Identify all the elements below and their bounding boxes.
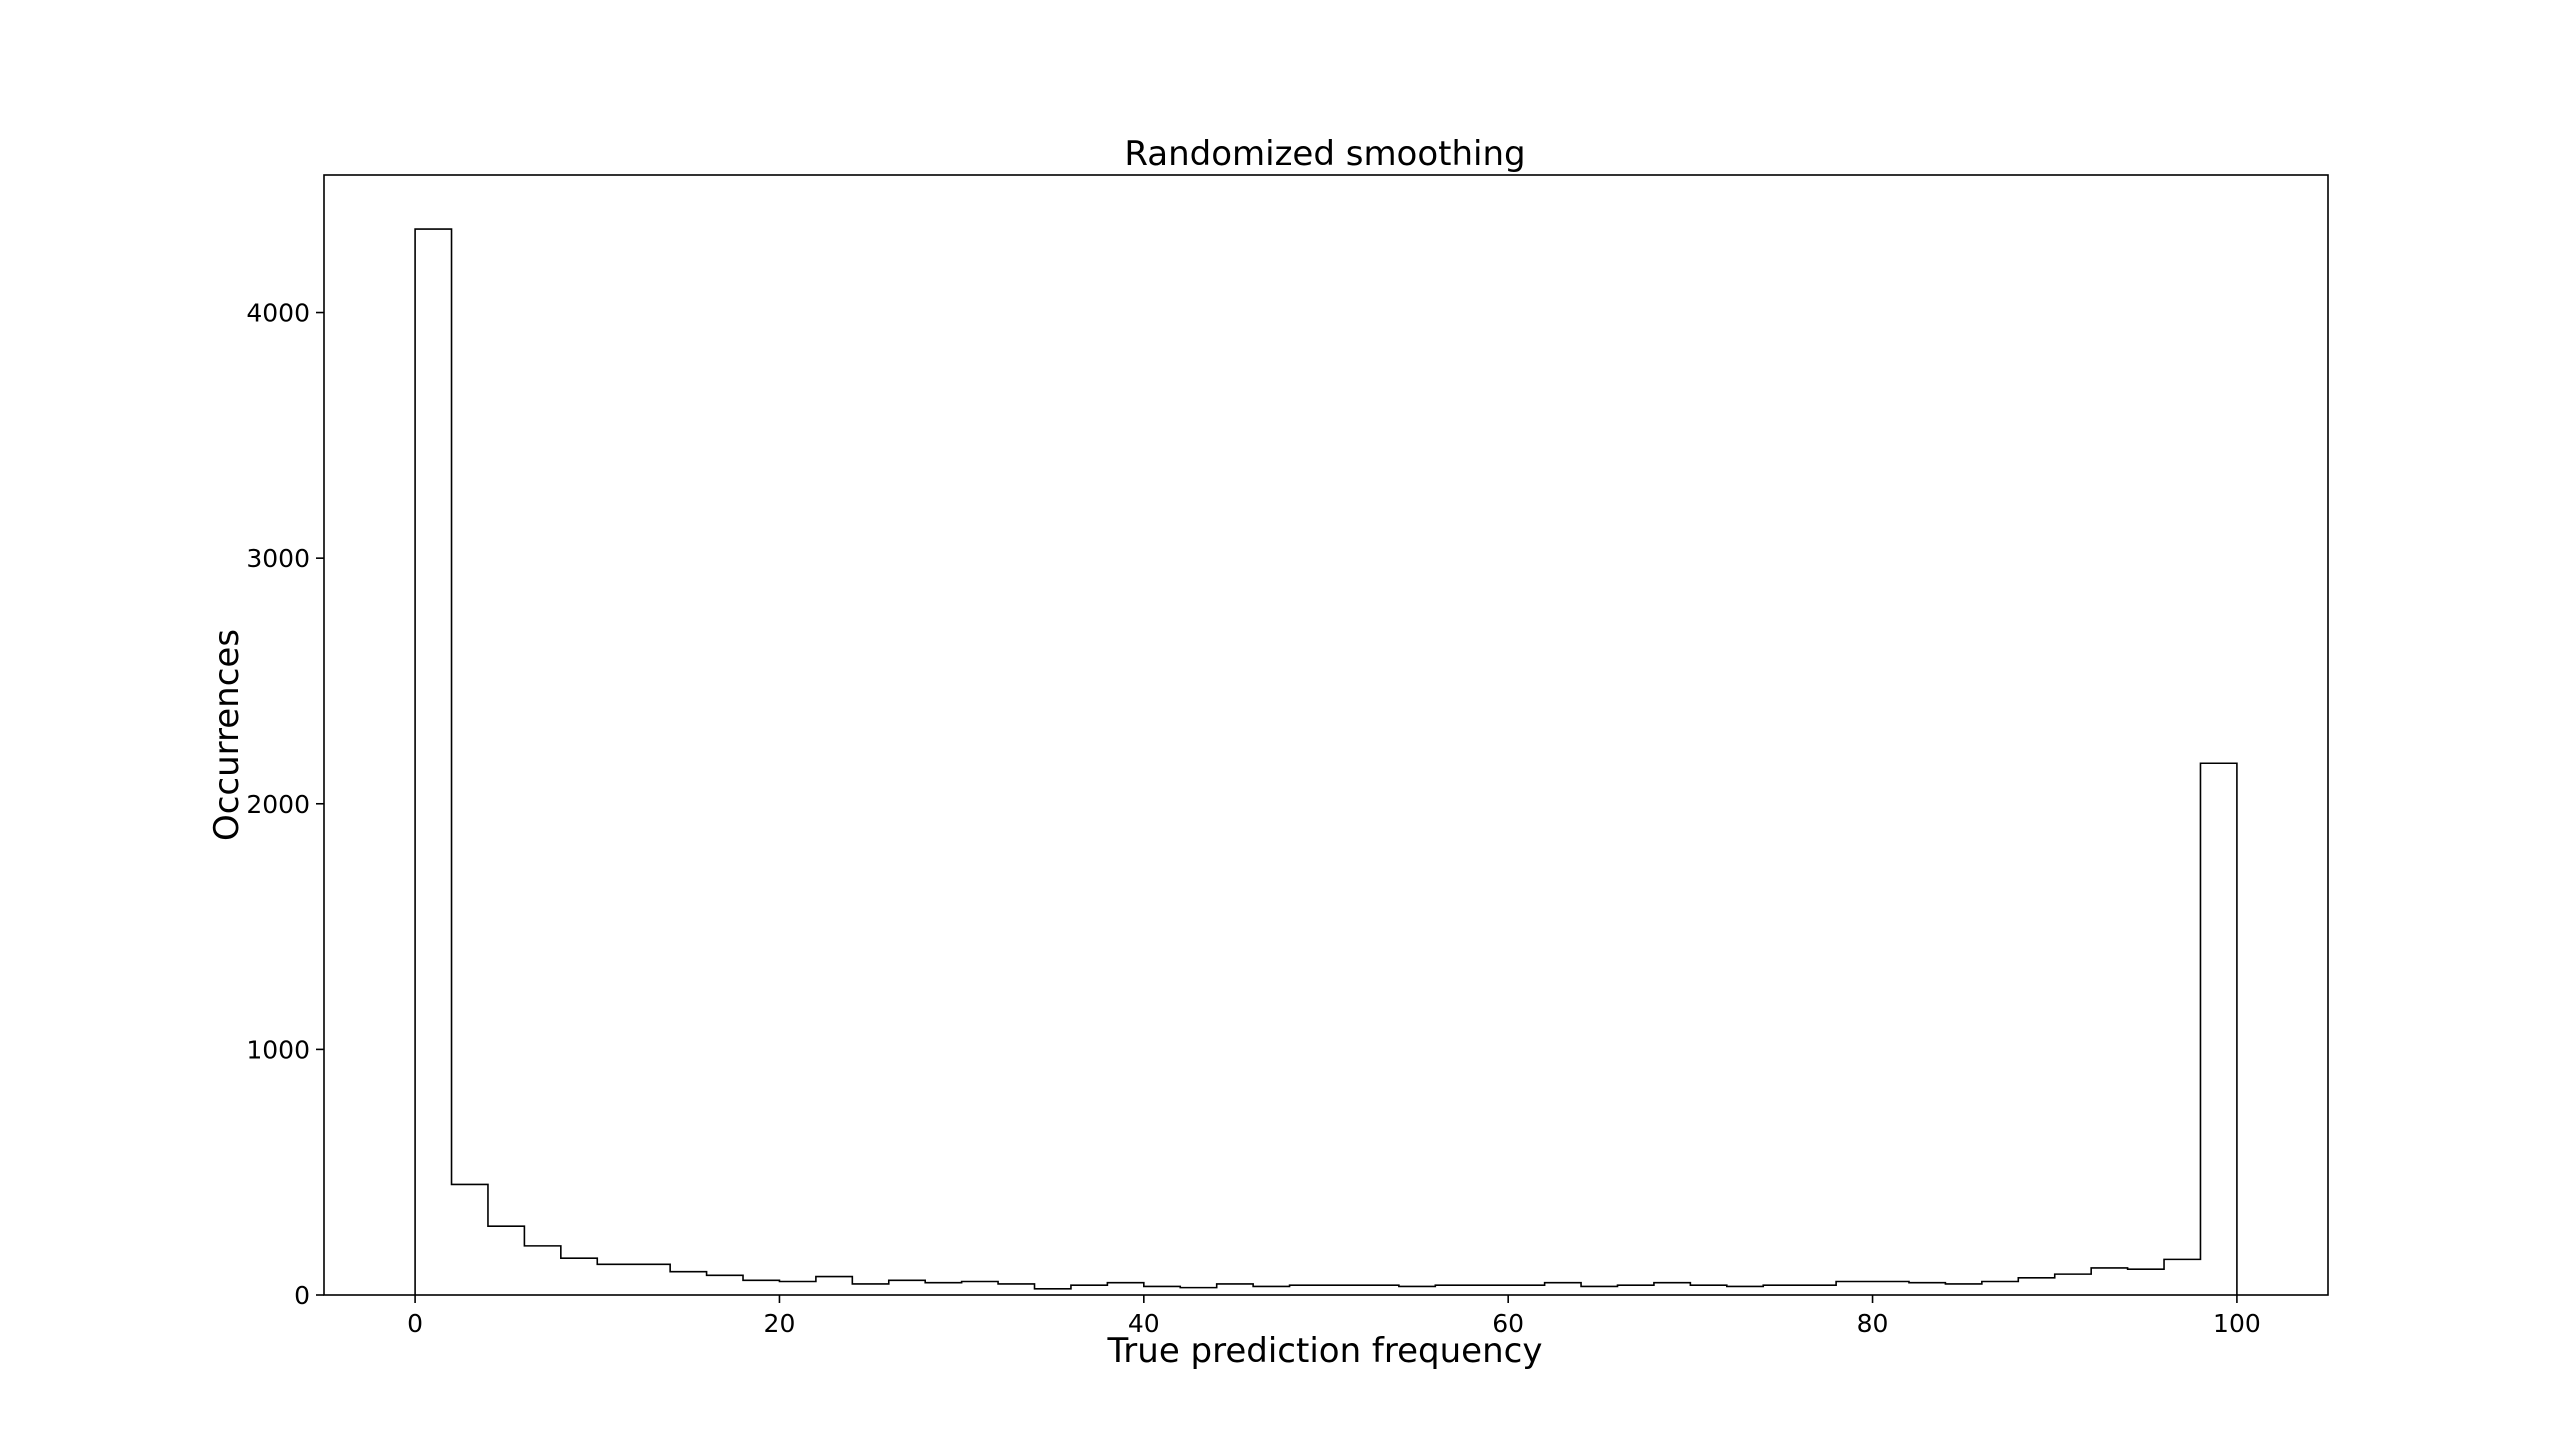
y-tick-label: 1000	[246, 1035, 310, 1064]
x-tick-label: 40	[1128, 1309, 1160, 1338]
x-tick-label: 100	[2213, 1309, 2261, 1338]
x-axis-label: True prediction frequency	[1107, 1331, 1543, 1371]
plot-area	[323, 174, 2329, 1296]
y-axis-ticks: 0 1000 2000 3000 4000	[246, 299, 324, 1310]
x-tick-label: 0	[407, 1309, 423, 1338]
y-tick-label: 4000	[246, 299, 310, 328]
plot-frame	[323, 174, 2329, 1296]
y-tick-label: 3000	[246, 544, 310, 573]
x-tick-label: 60	[1492, 1309, 1524, 1338]
y-tick-label: 0	[294, 1281, 310, 1310]
x-tick-label: 20	[764, 1309, 796, 1338]
chart-title: Randomized smoothing	[1124, 134, 1525, 174]
y-axis-label: Occurrences	[207, 629, 247, 841]
x-tick-label: 80	[1857, 1309, 1889, 1338]
x-axis-ticks: 0 20 40 60 80 100	[407, 1295, 2261, 1338]
y-tick-label: 2000	[246, 790, 310, 819]
histogram-outline	[414, 228, 2238, 1295]
